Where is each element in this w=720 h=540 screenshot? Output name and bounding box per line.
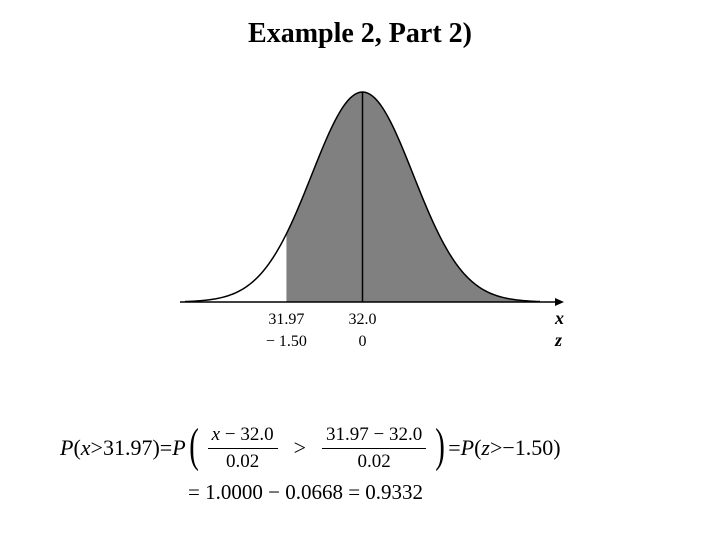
- x-tick-mean: 32.0: [349, 311, 377, 328]
- f2-num-minus: −: [373, 424, 388, 445]
- f2-num-b: 32.0: [389, 424, 422, 445]
- f2-den: 0.02: [353, 449, 394, 473]
- eq-rhs-gt: >: [490, 435, 502, 461]
- eq-gt: >: [91, 435, 103, 461]
- l2-b: 0.0668: [285, 480, 348, 504]
- page-title: Example 2, Part 2): [0, 0, 720, 50]
- l2-minus: −: [268, 480, 285, 504]
- chart-svg: 31.97 32.0 x − 1.50 0 z: [150, 70, 570, 390]
- eq-equals: =: [160, 435, 172, 461]
- eq-rhsP: P: [461, 435, 474, 461]
- equation-line-2: = 1.0000 − 0.0668 = 0.9332: [188, 480, 561, 505]
- big-paren-close: ): [435, 422, 445, 470]
- f1-num-minus: −: [225, 424, 240, 445]
- l2-a: 1.0000: [205, 480, 268, 504]
- eq-open: (: [73, 435, 80, 461]
- z-axis-label: z: [554, 330, 562, 350]
- l2-res: 0.9332: [365, 480, 423, 504]
- f1-num-x: x: [212, 424, 225, 445]
- eq-P: P: [60, 435, 73, 461]
- eq-close: ): [152, 435, 159, 461]
- eq-z: z: [481, 435, 490, 461]
- fraction-1: x − 32.0 0.02: [208, 424, 278, 473]
- eq-rhs-minus: −: [502, 435, 514, 461]
- axis-arrow: [555, 298, 564, 306]
- l2-eq1: =: [188, 480, 205, 504]
- x-tick-threshold: 31.97: [268, 311, 304, 328]
- eq-x: x: [81, 435, 91, 461]
- f1-num-val: 32.0: [240, 424, 273, 445]
- equation-line-1: P(x > 31.97) = P ( x − 32.0 0.02 > 31.97…: [60, 420, 561, 476]
- equation-block: P(x > 31.97) = P ( x − 32.0 0.02 > 31.97…: [60, 420, 561, 505]
- shaded-region: [286, 92, 540, 302]
- z-tick-threshold: − 1.50: [266, 333, 307, 350]
- l2-eq2: =: [348, 480, 365, 504]
- eq-rhs-close: ): [553, 435, 560, 461]
- eq-rhs-val: 1.50: [515, 435, 554, 461]
- z-tick-zero: 0: [359, 333, 367, 350]
- eq-val: 31.97: [103, 435, 153, 461]
- eq-rhs-eq: =: [448, 435, 460, 461]
- x-axis-label: x: [554, 308, 564, 328]
- big-paren-open: (: [189, 422, 199, 470]
- fraction-2: 31.97 − 32.0 0.02: [322, 424, 426, 473]
- eq-midP: P: [172, 435, 185, 461]
- normal-distribution-chart: 31.97 32.0 x − 1.50 0 z: [150, 70, 570, 390]
- eq-mid-gt: >: [294, 435, 306, 461]
- f2-num-a: 31.97: [326, 424, 374, 445]
- f1-den: 0.02: [222, 449, 263, 473]
